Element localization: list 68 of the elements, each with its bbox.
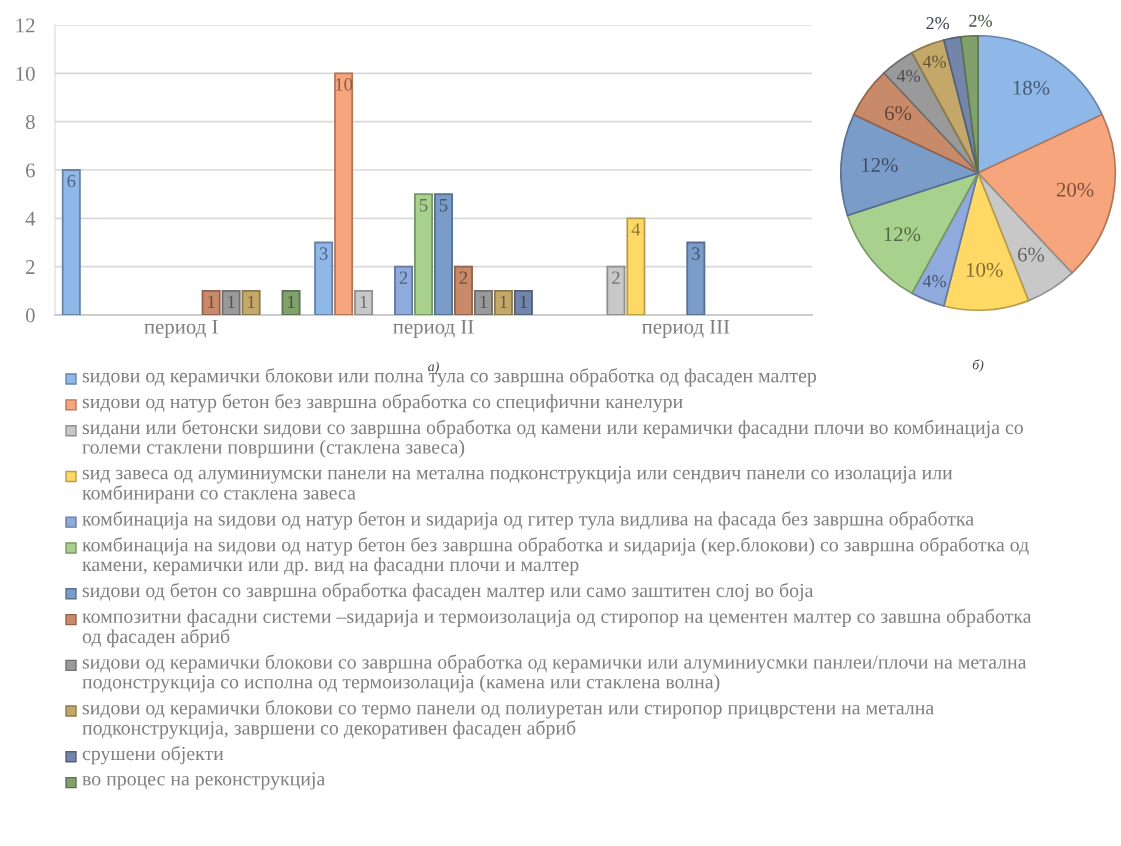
- bar: [493, 289, 513, 315]
- bar: [473, 289, 493, 315]
- y-tick-label: 10: [16, 66, 35, 81]
- legend-label: ѕидови од бетон со завршна обработка фасаден малтер или само заштитен слој во боја: [82, 582, 814, 602]
- data-label: 2: [459, 271, 468, 284]
- legend-label: композитни фасадни системи –ѕидарија и термоизолација од стиропор на цементен малтер со завшна обработка од фасаден абриб: [82, 608, 1032, 648]
- bar: [626, 217, 646, 315]
- bar: [61, 169, 81, 315]
- bar: [513, 289, 533, 315]
- legend-label: ѕидови од натур бетон без завршна обработка со специфични канелури: [82, 393, 683, 413]
- data-label: 2: [399, 271, 408, 284]
- data-label: 1: [520, 295, 527, 309]
- y-tick-label: 0: [25, 308, 35, 323]
- legend-label: ѕид завеса од алуминиумски панели на метална подконструкција или сендвич панели со изолација или комбинирани со стаклена завеса: [82, 466, 953, 504]
- data-label: 20%: [1056, 182, 1094, 197]
- data-label: 10%: [966, 262, 1003, 277]
- legend-label: срушени објекти: [82, 745, 224, 765]
- y-tick-label: 6: [26, 163, 35, 178]
- bar: [241, 289, 261, 315]
- bar: [453, 265, 473, 315]
- pie-slice: [977, 34, 1104, 174]
- data-label: 1: [360, 295, 368, 309]
- data-label: 6%: [1017, 247, 1045, 262]
- legend-label: комбинација на ѕидови од натур бетон без завршна обработка и ѕидарија (кер.блокови) со завршна обработка од камени, керамички или др. вид на фасадни плочи и малтер: [82, 537, 1029, 576]
- bar: [314, 241, 334, 315]
- data-label: 1: [500, 295, 507, 309]
- bar: [433, 193, 453, 315]
- data-label: 5: [439, 199, 448, 212]
- data-label: 1: [228, 295, 235, 309]
- data-label: 4%: [896, 69, 921, 83]
- bar: [686, 241, 706, 315]
- x-tick-label: период II: [393, 319, 474, 339]
- data-label: 18%: [1013, 80, 1050, 95]
- legend-label: ѕидани или бетонски ѕидови со завршна обработка од камени или керамички фасадни плочи во комбинација со големи стаклени површини (стаклена завеса): [82, 419, 1023, 458]
- data-label: 12%: [884, 227, 921, 242]
- data-label: 1: [288, 295, 295, 309]
- y-tick-label: 12: [16, 18, 35, 33]
- bar: [201, 289, 221, 315]
- data-label: 4%: [922, 275, 946, 288]
- data-label: 3: [692, 247, 700, 260]
- data-label: 3: [319, 247, 328, 260]
- data-label: 4: [631, 223, 641, 236]
- bar: [281, 289, 301, 315]
- data-label: 12%: [862, 157, 898, 173]
- data-label: 1: [208, 295, 215, 309]
- data-label: 4%: [922, 55, 946, 68]
- data-label: 1: [248, 295, 255, 309]
- data-label: 6: [67, 174, 76, 188]
- data-label: 1: [480, 295, 487, 309]
- legend-label: ѕидови од керамички блокови со завршна обработка од керамички или алуминиусмки панлеи/плочи на метална подонструкција со исполна од термоизолација (камена или стаклена волна): [82, 654, 1027, 693]
- x-tick-label: период I: [144, 319, 218, 339]
- bar: [394, 265, 414, 315]
- legend-label: комбинација на ѕидови од натур бетон и ѕидарија од гитер тула видлива на фасада без завршна обработка: [82, 511, 974, 530]
- y-tick-label: 8: [25, 115, 35, 130]
- legend-label: во процес на реконструкција: [82, 772, 326, 790]
- legend-label: ѕидови од керамички блокови со термо панели од полиуретан или стиропор прицврстени на метална подконструкција, завршени со декоративен фасаден абриб: [82, 700, 934, 739]
- text: б): [972, 359, 984, 373]
- data-label: 2: [612, 271, 620, 284]
- bar: [221, 289, 241, 315]
- bar: [334, 72, 354, 315]
- y-tick-label: 4: [25, 211, 36, 226]
- data-label: 6%: [885, 106, 912, 121]
- bar: [414, 193, 434, 315]
- y-tick-label: 2: [26, 260, 35, 274]
- data-label: 5: [419, 199, 428, 212]
- data-label: 2%: [969, 14, 992, 27]
- x-tick-label: период III: [642, 319, 730, 339]
- data-label: 2%: [926, 17, 950, 30]
